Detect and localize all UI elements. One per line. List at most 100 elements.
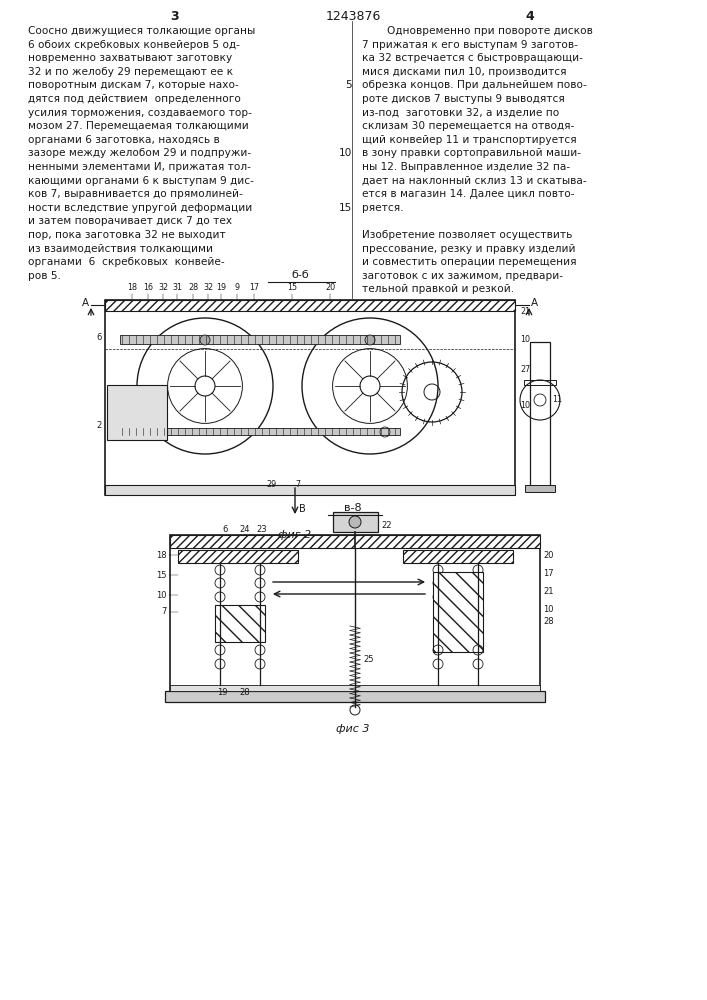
Text: 10: 10: [543, 604, 554, 613]
Text: 6 обоих скребковых конвейеров 5 од-: 6 обоих скребковых конвейеров 5 од-: [28, 40, 240, 50]
Text: 10: 10: [520, 400, 530, 410]
Text: 32 и по желобу 29 перемещают ее к: 32 и по желобу 29 перемещают ее к: [28, 67, 233, 77]
Circle shape: [365, 335, 375, 345]
Text: в-8: в-8: [344, 503, 362, 513]
Text: A: A: [82, 298, 89, 308]
Text: Соосно движущиеся толкающие органы: Соосно движущиеся толкающие органы: [28, 26, 255, 36]
Text: прессование, резку и правку изделий: прессование, резку и правку изделий: [362, 244, 575, 254]
Text: ка 32 встречается с быстровращающи-: ка 32 встречается с быстровращающи-: [362, 53, 583, 63]
Text: из взаимодействия толкающими: из взаимодействия толкающими: [28, 244, 213, 254]
Text: роте дисков 7 выступы 9 выводятся: роте дисков 7 выступы 9 выводятся: [362, 94, 565, 104]
Text: 27: 27: [520, 365, 530, 374]
Text: 24: 24: [240, 525, 250, 534]
Text: 19: 19: [217, 688, 227, 697]
Text: фиг 2: фиг 2: [279, 530, 312, 540]
Text: 28: 28: [543, 617, 554, 626]
Text: 18: 18: [127, 283, 137, 292]
Text: склизам 30 перемещается на отводя-: склизам 30 перемещается на отводя-: [362, 121, 574, 131]
Bar: [120, 335, 400, 344]
Circle shape: [200, 335, 210, 345]
Text: 18: 18: [156, 550, 167, 560]
Text: 1243876: 1243876: [325, 10, 380, 23]
Text: и затем поворачивает диск 7 до тех: и затем поворачивает диск 7 до тех: [28, 216, 232, 226]
Bar: [107, 385, 167, 440]
Text: 28: 28: [240, 688, 250, 697]
Text: из-под  заготовки 32, а изделие по: из-под заготовки 32, а изделие по: [362, 108, 559, 118]
Text: 31: 31: [172, 283, 182, 292]
Text: 21: 21: [520, 308, 530, 316]
Text: ется в магазин 14. Далее цикл повто-: ется в магазин 14. Далее цикл повто-: [362, 189, 575, 199]
Text: б-б: б-б: [291, 270, 309, 280]
Text: щий конвейер 11 и транспортируется: щий конвейер 11 и транспортируется: [362, 135, 577, 145]
Text: поворотным дискам 7, которые нахо-: поворотным дискам 7, которые нахо-: [28, 80, 239, 90]
Text: 25: 25: [363, 656, 373, 664]
Text: фис 3: фис 3: [337, 724, 370, 734]
Circle shape: [349, 516, 361, 528]
Text: ности вследствие упругой деформации: ности вследствие упругой деформации: [28, 203, 252, 213]
Text: в зону правки сортоправильной маши-: в зону правки сортоправильной маши-: [362, 148, 581, 158]
Text: ров 5.: ров 5.: [28, 271, 61, 281]
Text: мозом 27. Перемещаемая толкающими: мозом 27. Перемещаемая толкающими: [28, 121, 249, 131]
Bar: [170, 535, 540, 702]
Text: 4: 4: [525, 10, 534, 23]
Text: 32: 32: [158, 283, 168, 292]
Text: 15: 15: [287, 283, 297, 292]
Bar: [170, 685, 540, 691]
Text: 2: 2: [97, 420, 102, 430]
Text: B: B: [299, 504, 305, 514]
Bar: [165, 691, 545, 702]
Bar: [530, 342, 550, 487]
Text: усилия торможения, создаваемого тор-: усилия торможения, создаваемого тор-: [28, 108, 252, 118]
Text: 20: 20: [543, 550, 554, 560]
Text: тельной правкой и резкой.: тельной правкой и резкой.: [362, 284, 514, 294]
Text: 15: 15: [156, 570, 167, 580]
Bar: [105, 300, 515, 311]
Text: ны 12. Выправленное изделие 32 па-: ны 12. Выправленное изделие 32 па-: [362, 162, 570, 172]
Text: зазоре между желобом 29 и подпружи-: зазоре между желобом 29 и подпружи-: [28, 148, 251, 158]
Text: 5: 5: [346, 80, 352, 90]
Text: обрезка концов. При дальнейшем пово-: обрезка концов. При дальнейшем пово-: [362, 80, 587, 90]
Text: 19: 19: [216, 283, 226, 292]
Text: 10: 10: [520, 336, 530, 344]
Text: 29: 29: [267, 480, 277, 489]
Text: 10: 10: [339, 148, 352, 158]
Text: 22: 22: [381, 520, 392, 530]
Text: ков 7, выравнивается до прямолиней-: ков 7, выравнивается до прямолиней-: [28, 189, 243, 199]
Text: 3: 3: [170, 10, 180, 23]
Text: мися дисками пил 10, производится: мися дисками пил 10, производится: [362, 67, 566, 77]
Text: 10: 10: [156, 590, 167, 599]
Bar: [120, 428, 400, 435]
Text: ряется.: ряется.: [362, 203, 404, 213]
Text: 17: 17: [249, 283, 259, 292]
Text: 23: 23: [257, 525, 267, 534]
Bar: [525, 485, 555, 492]
Text: пор, пока заготовка 32 не выходит: пор, пока заготовка 32 не выходит: [28, 230, 226, 240]
Bar: [524, 380, 556, 385]
Text: 21: 21: [543, 586, 554, 595]
Bar: [215, 605, 265, 642]
Text: 9: 9: [235, 283, 240, 292]
Text: 7: 7: [162, 607, 167, 616]
Bar: [178, 550, 298, 563]
Text: органами  6  скребковых  конвейе-: органами 6 скребковых конвейе-: [28, 257, 225, 267]
Bar: [403, 550, 513, 563]
Text: Одновременно при повороте дисков: Одновременно при повороте дисков: [387, 26, 593, 36]
Text: Изобретение позволяет осуществить: Изобретение позволяет осуществить: [362, 230, 573, 240]
Text: органами 6 заготовка, находясь в: органами 6 заготовка, находясь в: [28, 135, 220, 145]
Text: 7 прижатая к его выступам 9 заготов-: 7 прижатая к его выступам 9 заготов-: [362, 40, 578, 50]
Text: 17: 17: [543, 568, 554, 578]
Bar: [433, 572, 483, 652]
Text: 20: 20: [325, 283, 335, 292]
Text: 11: 11: [552, 395, 562, 404]
Text: новременно захватывают заготовку: новременно захватывают заготовку: [28, 53, 233, 63]
Text: 6: 6: [97, 332, 102, 342]
Bar: [170, 535, 540, 548]
Text: 28: 28: [188, 283, 198, 292]
Text: A: A: [531, 298, 538, 308]
Text: 16: 16: [143, 283, 153, 292]
Text: заготовок с их зажимом, предвари-: заготовок с их зажимом, предвари-: [362, 271, 563, 281]
Bar: [333, 512, 378, 532]
Text: дает на наклонный склиз 13 и скатыва-: дает на наклонный склиз 13 и скатыва-: [362, 176, 587, 186]
Text: кающими органами 6 к выступам 9 дис-: кающими органами 6 к выступам 9 дис-: [28, 176, 254, 186]
Bar: [105, 485, 515, 495]
